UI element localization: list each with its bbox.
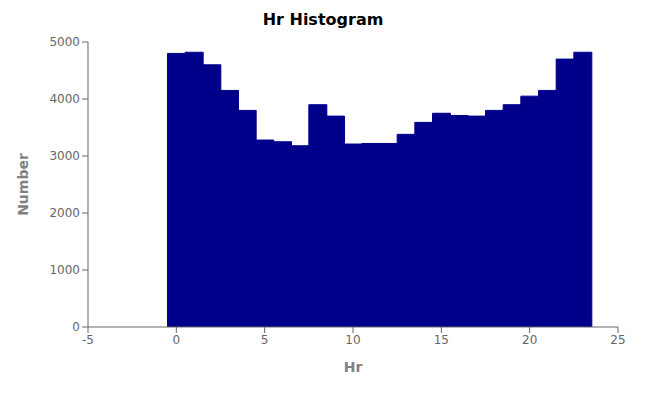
svg-text:Hr: Hr (344, 359, 363, 375)
html-text:Hr Histogram: Hr Histogram (262, 10, 384, 29)
svg-text:3000: 3000 (49, 149, 80, 163)
svg-text:20: 20 (522, 333, 537, 347)
svg-text:10: 10 (345, 333, 360, 347)
svg-text:25: 25 (610, 333, 625, 347)
svg-text:2000: 2000 (49, 206, 80, 220)
svg-text:Number: Number (15, 153, 31, 216)
svg-text:15: 15 (434, 333, 449, 347)
svg-text:4000: 4000 (49, 92, 80, 106)
svg-text:5: 5 (261, 333, 269, 347)
svg-text:0: 0 (72, 320, 80, 334)
svg-text:1000: 1000 (49, 263, 80, 277)
svg-text:-5: -5 (82, 333, 94, 347)
svg-text:5000: 5000 (49, 35, 80, 49)
svg-text:0: 0 (173, 333, 181, 347)
